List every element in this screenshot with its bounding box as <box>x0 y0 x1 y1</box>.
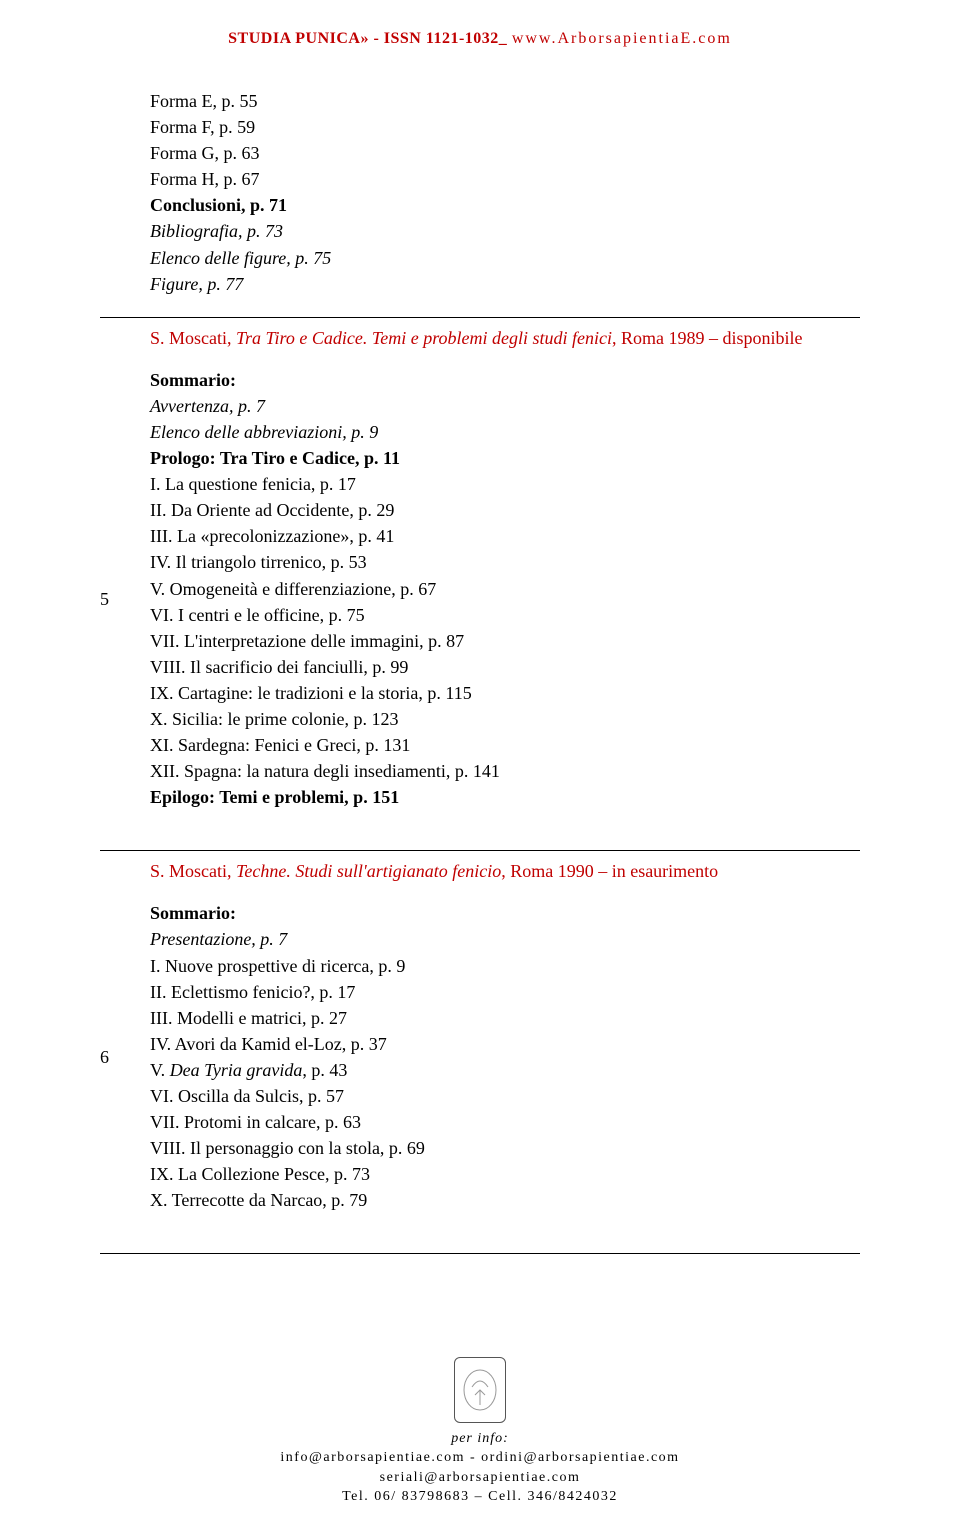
title-work: Techne. Studi sull'artigianato fenicio <box>236 861 501 881</box>
toc-line: Elenco delle figure, p. 75 <box>150 245 860 271</box>
entry-6: 6 S. Moscati, Techne. Studi sull'artigia… <box>100 857 860 1233</box>
toc-line: Forma G, p. 63 <box>150 140 860 166</box>
divider <box>100 850 860 851</box>
toc-line: X. Sicilia: le prime colonie, p. 123 <box>150 706 860 732</box>
toc-line: V. Omogeneità e differenziazione, p. 67 <box>150 576 860 602</box>
entry-number: 6 <box>100 857 150 1068</box>
toc-line: Figure, p. 77 <box>150 271 860 297</box>
footer-email-2: seriali@arborsapientiae.com <box>0 1468 960 1488</box>
toc-line: IV. Il triangolo tirrenico, p. 53 <box>150 549 860 575</box>
sommario-label: Sommario: <box>150 900 860 926</box>
title-work: Tra Tiro e Cadice. Temi e problemi degli… <box>236 328 612 348</box>
toc-line: IX. Cartagine: le tradizioni e la storia… <box>150 680 860 706</box>
entry-title: S. Moscati, Techne. Studi sull'artigiana… <box>150 861 860 882</box>
toc-line: Conclusioni, p. 71 <box>150 192 860 218</box>
toc-line: IV. Avori da Kamid el-Loz, p. 37 <box>150 1031 860 1057</box>
entry-title: S. Moscati, Tra Tiro e Cadice. Temi e pr… <box>150 328 860 349</box>
toc-line: VIII. Il personaggio con la stola, p. 69 <box>150 1135 860 1161</box>
toc-line: I. Nuove prospettive di ricerca, p. 9 <box>150 953 860 979</box>
toc-line: Elenco delle abbreviazioni, p. 9 <box>150 419 860 445</box>
title-suffix: , Roma 1990 – in esaurimento <box>501 861 718 881</box>
entry-body: Sommario: Avvertenza, p. 7Elenco delle a… <box>150 367 860 811</box>
footer-phone: Tel. 06/ 83798683 – Cell. 346/8424032 <box>0 1487 960 1507</box>
entry-number: 5 <box>100 324 150 610</box>
header-url: www.ArborsapientiaE.com <box>512 30 732 47</box>
toc-line: VI. Oscilla da Sulcis, p. 57 <box>150 1083 860 1109</box>
title-author: S. Moscati, <box>150 861 236 881</box>
sommario-label: Sommario: <box>150 367 860 393</box>
entry-5: 5 S. Moscati, Tra Tiro e Cadice. Temi e … <box>100 324 860 831</box>
toc-line: Prologo: Tra Tiro e Cadice, p. 11 <box>150 445 860 471</box>
toc-block-1: Forma E, p. 55Forma F, p. 59Forma G, p. … <box>150 88 860 297</box>
title-suffix: , Roma 1989 – disponibile <box>612 328 803 348</box>
toc-line: Bibliografia, p. 73 <box>150 218 860 244</box>
footer-perinfo: per info: <box>0 1429 960 1449</box>
toc-line: VIII. Il sacrificio dei fanciulli, p. 99 <box>150 654 860 680</box>
toc-line: II. Eclettismo fenicio?, p. 17 <box>150 979 860 1005</box>
toc-line: V. Dea Tyria gravida, p. 43 <box>150 1057 860 1083</box>
toc-line: XI. Sardegna: Fenici e Greci, p. 131 <box>150 732 860 758</box>
toc-line: III. Modelli e matrici, p. 27 <box>150 1005 860 1031</box>
toc-line: Epilogo: Temi e problemi, p. 151 <box>150 784 860 810</box>
title-author: S. Moscati, <box>150 328 236 348</box>
toc-line: III. La «precolonizzazione», p. 41 <box>150 523 860 549</box>
publisher-logo-icon <box>454 1357 506 1423</box>
page-header: STUDIA PUNICA» - ISSN 1121-1032_ www.Arb… <box>100 30 860 48</box>
toc-line: Forma E, p. 55 <box>150 88 860 114</box>
footer-email-1: info@arborsapientiae.com - ordini@arbors… <box>0 1448 960 1468</box>
toc-line: II. Da Oriente ad Occidente, p. 29 <box>150 497 860 523</box>
toc-line: VI. I centri e le officine, p. 75 <box>150 602 860 628</box>
page-footer: per info: info@arborsapientiae.com - ord… <box>0 1357 960 1507</box>
toc-line: Forma H, p. 67 <box>150 166 860 192</box>
toc-line: Presentazione, p. 7 <box>150 926 860 952</box>
divider <box>100 317 860 318</box>
header-series: STUDIA PUNICA» - ISSN 1121-1032_ <box>228 30 507 47</box>
toc-line: Forma F, p. 59 <box>150 114 860 140</box>
entry-body: Sommario: Presentazione, p. 7I. Nuove pr… <box>150 900 860 1213</box>
toc-line: VII. Protomi in calcare, p. 63 <box>150 1109 860 1135</box>
toc-line: VII. L'interpretazione delle immagini, p… <box>150 628 860 654</box>
toc-line: IX. La Collezione Pesce, p. 73 <box>150 1161 860 1187</box>
toc-line: Avvertenza, p. 7 <box>150 393 860 419</box>
divider <box>100 1253 860 1254</box>
toc-line: I. La questione fenicia, p. 17 <box>150 471 860 497</box>
toc-line: XII. Spagna: la natura degli insediament… <box>150 758 860 784</box>
toc-line: X. Terrecotte da Narcao, p. 79 <box>150 1187 860 1213</box>
